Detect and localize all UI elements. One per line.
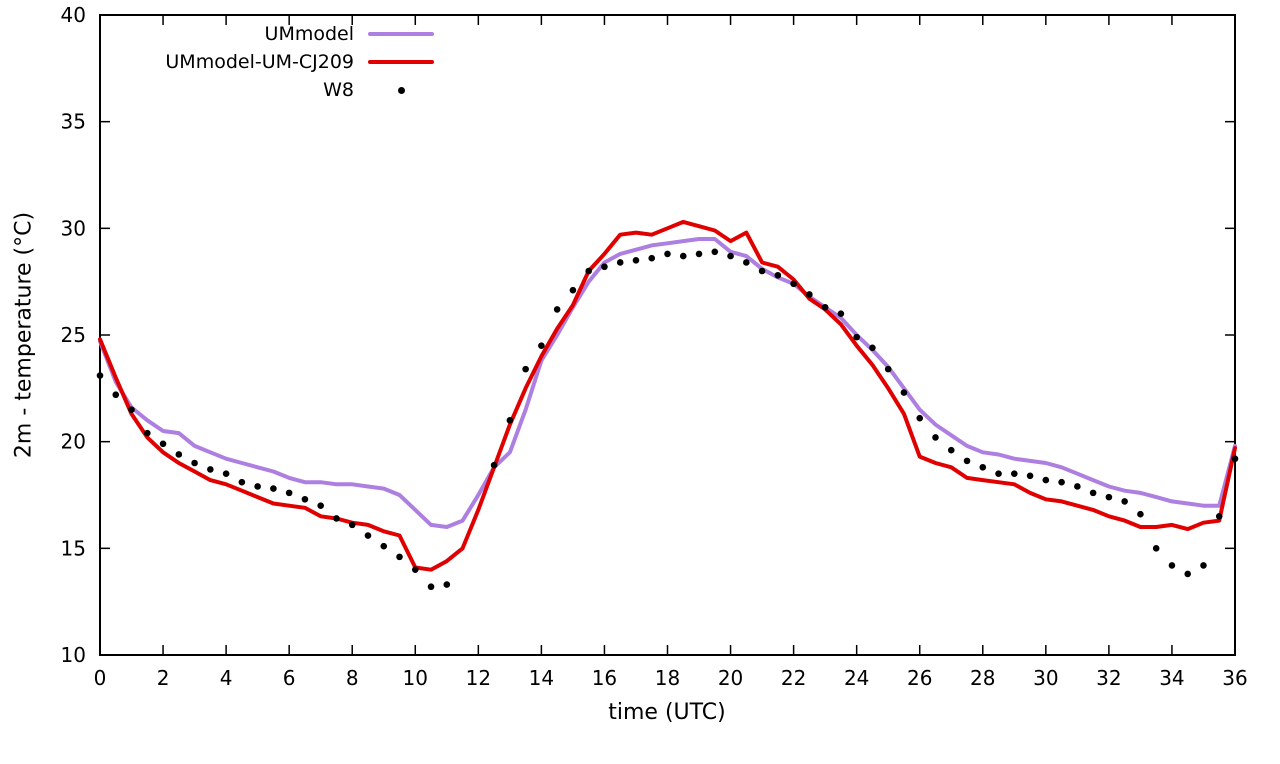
legend-line-sample-ummodel (368, 20, 434, 48)
legend-label-ummodel: UMmodel (264, 23, 354, 45)
legend-item-w8: W8 (104, 76, 434, 104)
svg-text:16: 16 (592, 666, 617, 690)
legend-line-sample-ummodel-um-cj209 (368, 48, 434, 76)
svg-text:25: 25 (61, 323, 86, 347)
svg-text:0: 0 (94, 666, 107, 690)
svg-text:15: 15 (61, 536, 86, 560)
legend-label-ummodel-um-cj209: UMmodel-UM-CJ209 (165, 51, 354, 73)
svg-text:20: 20 (718, 666, 743, 690)
legend-item-ummodel-um-cj209: UMmodel-UM-CJ209 (104, 48, 434, 76)
svg-text:18: 18 (655, 666, 680, 690)
svg-text:22: 22 (781, 666, 806, 690)
x-axis-label: time (UTC) (608, 700, 726, 725)
svg-text:6: 6 (283, 666, 296, 690)
svg-text:14: 14 (529, 666, 554, 690)
legend-dot-sample-w8 (368, 76, 434, 104)
svg-text:24: 24 (844, 666, 869, 690)
svg-text:10: 10 (61, 643, 86, 667)
svg-text:34: 34 (1159, 666, 1184, 690)
y-axis-label: 2m - temperature (°C) (11, 211, 37, 459)
svg-text:28: 28 (970, 666, 995, 690)
legend-item-ummodel: UMmodel (104, 20, 434, 48)
legend: UMmodel UMmodel-UM-CJ209 W8 (104, 20, 434, 104)
svg-text:4: 4 (220, 666, 233, 690)
legend-label-w8: W8 (323, 79, 354, 101)
svg-text:36: 36 (1222, 666, 1247, 690)
svg-text:40: 40 (61, 3, 86, 27)
svg-text:10: 10 (403, 666, 428, 690)
svg-text:8: 8 (346, 666, 359, 690)
svg-text:35: 35 (61, 110, 86, 134)
svg-text:12: 12 (466, 666, 491, 690)
svg-text:20: 20 (61, 430, 86, 454)
svg-text:30: 30 (1033, 666, 1058, 690)
svg-text:2: 2 (157, 666, 170, 690)
svg-text:26: 26 (907, 666, 932, 690)
svg-text:32: 32 (1096, 666, 1121, 690)
svg-text:30: 30 (61, 216, 86, 240)
